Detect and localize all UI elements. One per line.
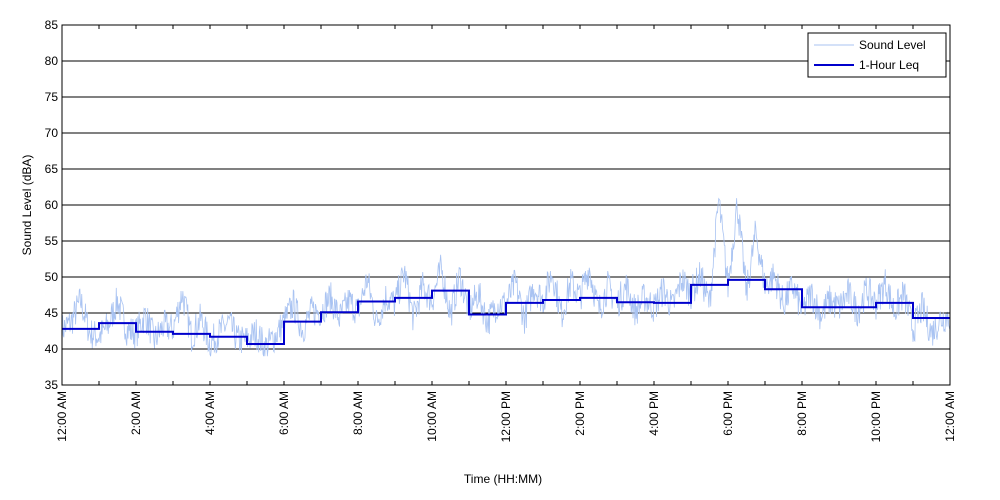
legend-label-sound-level: Sound Level	[859, 38, 926, 52]
y-tick-label: 75	[45, 90, 59, 104]
x-tick-label: 12:00 AM	[943, 391, 957, 442]
y-tick-label: 70	[45, 126, 59, 140]
y-axis-label: Sound Level (dBA)	[20, 155, 34, 256]
y-tick-label: 50	[45, 270, 59, 284]
series-layer	[61, 197, 951, 357]
y-tick-label: 55	[45, 234, 59, 248]
x-tick-label: 12:00 AM	[55, 391, 69, 442]
x-tick-label: 12:00 PM	[499, 391, 513, 442]
y-tick-label: 60	[45, 198, 59, 212]
y-tick-label: 85	[45, 18, 59, 32]
x-tick-label: 4:00 AM	[203, 391, 217, 435]
y-axis-ticks: 35 40 45 50 55 60 65 70 75 80 85	[45, 18, 950, 392]
y-tick-label: 45	[45, 306, 59, 320]
x-tick-label: 6:00 AM	[277, 391, 291, 435]
x-axis-label: Time (HH:MM)	[464, 472, 542, 486]
x-tick-label: 10:00 AM	[425, 391, 439, 442]
y-tick-label: 65	[45, 162, 59, 176]
x-axis-ticks: 12:00 AM 2:00 AM 4:00 AM 6:00 AM 8:00 AM 10:0…	[55, 25, 957, 442]
x-tick-label: 2:00 AM	[129, 391, 143, 435]
legend: Sound Level 1-Hour Leq	[807, 32, 947, 78]
legend-label-1-hour-leq: 1-Hour Leq	[859, 58, 919, 72]
legend-box	[807, 32, 947, 78]
x-tick-label: 4:00 PM	[647, 391, 661, 436]
x-tick-label: 10:00 PM	[869, 391, 883, 442]
y-tick-label: 35	[45, 378, 59, 392]
x-tick-label: 8:00 PM	[795, 391, 809, 436]
x-tick-label: 8:00 AM	[351, 391, 365, 435]
x-tick-label: 2:00 PM	[573, 391, 587, 436]
y-tick-label: 80	[45, 54, 59, 68]
series-1-hour-leq-step-line	[62, 278, 950, 345]
y-tick-label: 40	[45, 342, 59, 356]
x-tick-label: 6:00 PM	[721, 391, 735, 436]
